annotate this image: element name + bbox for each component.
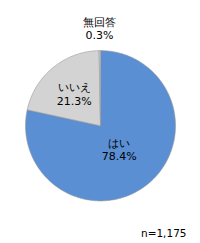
svg-text:いいえ21.3%: いいえ21.3% [57, 81, 92, 107]
svg-text:n=1,175: n=1,175 [141, 227, 187, 239]
svg-text:はい78.4%: はい78.4% [102, 137, 137, 163]
svg-text:無回答0.3%: 無回答0.3% [83, 16, 116, 42]
